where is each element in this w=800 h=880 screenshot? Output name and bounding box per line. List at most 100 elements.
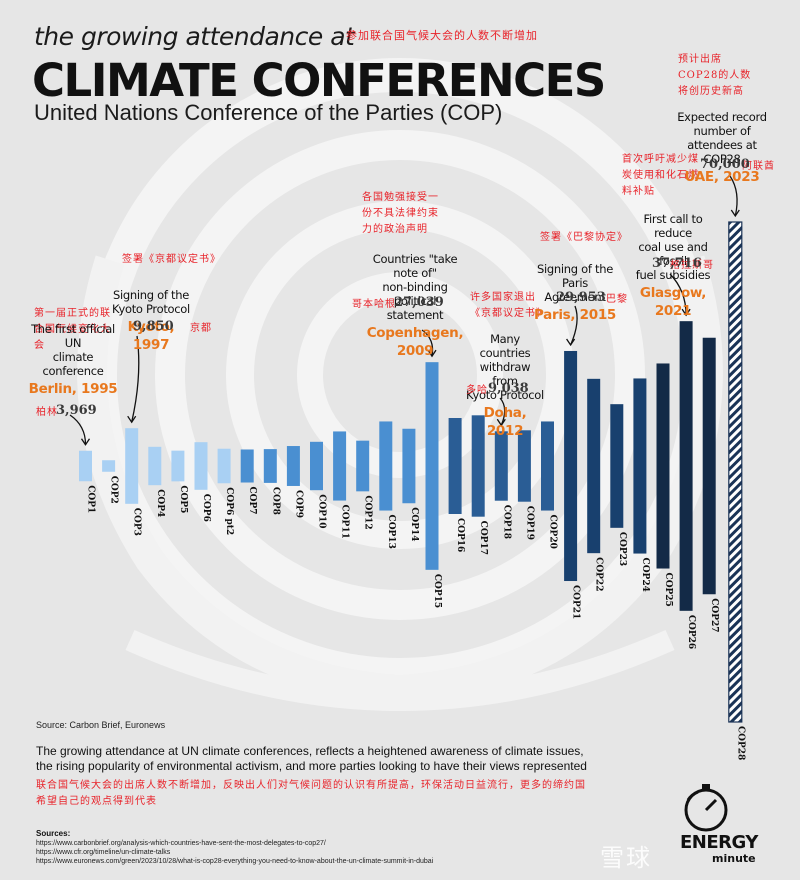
annotation-chinese-line: 预计出席 xyxy=(678,54,722,65)
tick-label: COP7 xyxy=(247,487,257,515)
annotation-arrow xyxy=(131,335,140,423)
bar-cop21 xyxy=(564,350,578,582)
bar-cop16 xyxy=(448,418,462,514)
kicker: the growing attendance at xyxy=(34,22,355,51)
arrow-head xyxy=(566,338,576,347)
bar-cop6-pt2 xyxy=(217,448,231,484)
annotation-chinese-line: COP28的人数 xyxy=(678,70,752,81)
watermark: 雪球 xyxy=(600,844,652,872)
tick-label: COP11 xyxy=(340,505,350,539)
annotation-chinese: 签署《京都议定书》 xyxy=(122,252,242,268)
annotation-chinese-line: 第一届正式的联 xyxy=(34,308,111,319)
annotation-chinese-line: 签署《京都议定书》 xyxy=(122,254,221,265)
bar-cop25 xyxy=(656,363,670,569)
page-title: CLIMATE CONFERENCES xyxy=(32,54,606,107)
tick-label: COP8 xyxy=(270,487,280,515)
annotation-chinese-line: 料补贴 xyxy=(622,186,655,197)
source-link[interactable]: https://www.carbonbrief.org/analysis-whi… xyxy=(36,840,326,847)
bar-cop6 xyxy=(194,442,208,490)
bar-cop22 xyxy=(587,378,601,554)
annotation-city: Doha, 2012 xyxy=(483,405,527,439)
annotation-line: The first official UN xyxy=(31,322,115,350)
annotation-chinese: 首次呼吁减少煤 炭使用和化石燃 料补贴 xyxy=(622,152,742,200)
bar-cop15 xyxy=(425,362,439,570)
annotation-chinese-line: 将创历史新高 xyxy=(678,86,744,97)
tick-label: COP21 xyxy=(571,585,581,619)
annotation-line: fuel subsidies xyxy=(635,268,711,282)
bar-cop26 xyxy=(679,321,693,611)
annotation-line: coal use and fossil xyxy=(638,240,708,268)
annotation-chinese-line: 炭使用和化石燃 xyxy=(622,170,699,181)
annotation-chinese: 许多国家退出 《京都议定书》 xyxy=(470,290,590,322)
annotation-line: First call to reduce xyxy=(643,212,703,240)
subtitle: United Nations Conference of the Parties… xyxy=(34,100,503,125)
bar-cop12 xyxy=(356,440,370,492)
annotation-line: attendees at COP28 xyxy=(687,138,757,166)
tick-label: COP28 xyxy=(735,726,745,760)
annotation-chinese-line: 力的政治声明 xyxy=(362,224,428,235)
annotation-chinese-line: 各国勉强接受一 xyxy=(362,192,439,203)
bar-cop3 xyxy=(125,428,139,504)
description-chinese: 联合国气候大会的出席人数不断增加，反映出人们对气候问题的认识有所提高，环保活动日… xyxy=(36,780,586,807)
bar-cop19 xyxy=(517,430,531,502)
description: The growing attendance at UN climate con… xyxy=(36,744,587,773)
annotation-city: Kyoto, 1997 xyxy=(127,319,175,353)
tick-label: COP12 xyxy=(363,495,373,529)
annotation-cop15: Countries "take note of" non-binding poli… xyxy=(360,252,470,360)
annotation-city-chinese: 多哈 xyxy=(466,385,488,396)
bar-cop24 xyxy=(633,378,647,554)
tick-label: COP3 xyxy=(132,508,142,536)
source-link[interactable]: https://www.cfr.org/timeline/un-climate-… xyxy=(36,849,171,856)
bar-cop11 xyxy=(333,431,347,501)
annotation-line: non-binding political xyxy=(382,280,448,308)
arrow-head xyxy=(427,349,437,358)
annotation-chinese-line: 许多国家退出 xyxy=(470,292,536,303)
title-chinese: 参加联合国气候大会的人数不断增加 xyxy=(346,29,538,42)
bar-cop23 xyxy=(610,404,624,528)
bar-cop13 xyxy=(379,421,393,511)
bar-cop27 xyxy=(702,337,716,595)
annotation-arrow xyxy=(729,175,738,217)
annotation-line: Kyoto Protocol xyxy=(466,388,544,402)
annotation-city-chinese: 京都 xyxy=(190,323,212,334)
tick-label: COP5 xyxy=(178,485,188,513)
arrow-head xyxy=(127,415,137,424)
bar-cop5 xyxy=(171,450,185,482)
attendee-count: 29,953 xyxy=(556,290,606,305)
annotation-chinese: 签署《巴黎协定》 xyxy=(540,230,660,246)
tick-label: COP24 xyxy=(640,558,650,592)
arrow-head xyxy=(496,418,506,427)
tick-label: COP1 xyxy=(86,485,96,513)
annotation-chinese: 预计出席 COP28的人数 将创历史新高 xyxy=(678,52,798,100)
tick-label: COP9 xyxy=(293,490,303,518)
un-emblem-background xyxy=(77,58,723,711)
tick-label: COP27 xyxy=(709,598,719,632)
attendee-count: 9,038 xyxy=(488,381,529,396)
bar-cop2 xyxy=(102,460,116,472)
bar-cop1 xyxy=(79,450,92,482)
bar-cop4 xyxy=(148,446,162,486)
tick-label: COP14 xyxy=(409,507,419,541)
tick-label: COP17 xyxy=(478,521,488,555)
tick-label: COP15 xyxy=(432,574,442,608)
annotation-arrow xyxy=(421,329,434,357)
source-link[interactable]: https://www.euronews.com/green/2023/10/2… xyxy=(36,858,434,865)
annotation-city: Copenhagen, 2009 xyxy=(366,325,464,359)
tick-label: COP26 xyxy=(686,615,696,649)
annotation-chinese-line: 份不具法律约束 xyxy=(362,208,439,219)
annotation-chinese-line: 首次呼吁减少煤 xyxy=(622,154,699,165)
annotation-chinese-line: 《京都议定书》 xyxy=(470,308,547,319)
annotation-cop28: Expected record number of attendees at COP… xyxy=(672,110,772,186)
arrow-head xyxy=(681,308,691,317)
annotation-line: withdraw from xyxy=(479,360,531,388)
annotation-chinese-line: 合国气候变化大 xyxy=(34,324,111,335)
annotation-line: Paris Agreement xyxy=(544,276,606,304)
attendee-count: 37,716 xyxy=(652,256,702,271)
annotation-line: Expected record xyxy=(677,110,767,124)
annotation-cop26: First call to reduce coal use and fossil f… xyxy=(624,212,722,320)
annotation-cop1: The first official UN climate conference B… xyxy=(28,322,118,398)
attendee-count: 3,969 xyxy=(56,403,97,418)
bar-cop7 xyxy=(240,449,254,483)
